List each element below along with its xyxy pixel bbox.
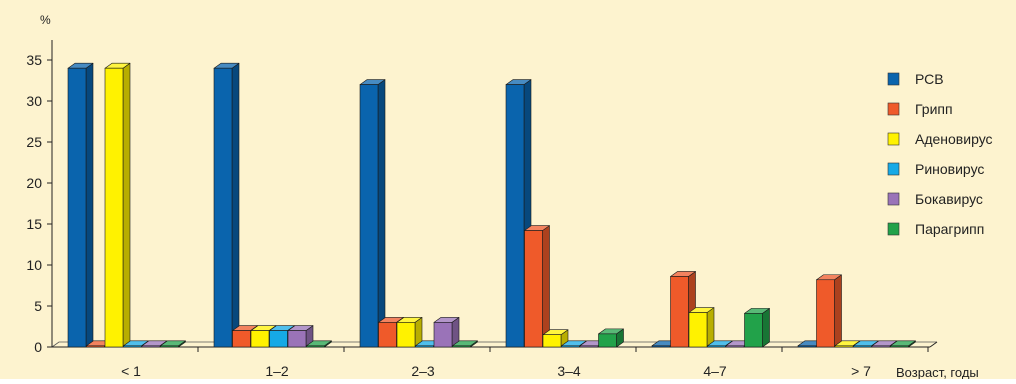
- bar: [524, 225, 550, 348]
- legend-label: Парагрипп: [915, 221, 984, 237]
- bar: [104, 62, 131, 348]
- y-tick-label: 25: [26, 134, 42, 150]
- y-tick-label: 5: [34, 298, 42, 314]
- legend-swatch: [887, 102, 900, 116]
- legend-label: Аденовирус: [915, 131, 993, 147]
- x-tick-label: 3–4: [557, 363, 581, 379]
- bar: [67, 62, 94, 348]
- bars: [67, 62, 916, 348]
- legend: РСВ Грипп Аденовирус Риновирус Бокавирус Пара…: [887, 71, 993, 237]
- x-axis-label: Возраст, годы: [896, 365, 979, 379]
- legend-item: Грипп: [887, 101, 953, 117]
- legend-item: Риновирус: [887, 161, 984, 177]
- x-tick-label: 1–2: [265, 363, 289, 379]
- bar: [598, 328, 624, 348]
- bar: [452, 340, 478, 348]
- y-tick-label: 10: [26, 257, 42, 273]
- x-axis-end: [929, 341, 938, 348]
- x-tick-label: 4–7: [703, 363, 727, 379]
- y-tick-label: 15: [26, 216, 42, 232]
- bar: [816, 274, 842, 348]
- bar: [744, 308, 770, 348]
- y-tick-label: 0: [34, 339, 42, 355]
- bar: [213, 62, 240, 348]
- legend-item: Аденовирус: [887, 131, 993, 147]
- bar: [396, 317, 423, 348]
- legend-item: Бокавирус: [887, 191, 983, 207]
- legend-swatch: [887, 162, 900, 176]
- bar: [688, 307, 715, 348]
- legend-swatch: [887, 132, 900, 146]
- y-tick-label: 30: [26, 93, 42, 109]
- y-tick-label: 35: [26, 52, 42, 68]
- legend-swatch: [887, 72, 900, 86]
- bar: [890, 340, 916, 348]
- bar: [433, 317, 460, 348]
- legend-item: Парагрипп: [887, 221, 984, 237]
- legend-label: Грипп: [915, 101, 953, 117]
- x-tick-label: > 7: [851, 363, 871, 379]
- bar: [306, 340, 332, 348]
- x-tick-label: 2–3: [411, 363, 435, 379]
- legend-swatch: [887, 192, 900, 206]
- y-tick-label: 20: [26, 175, 42, 191]
- x-tick-label: < 1: [121, 363, 141, 379]
- floor-back-edge: [51, 341, 937, 348]
- legend-label: Риновирус: [915, 161, 984, 177]
- bar: [359, 79, 386, 348]
- bar: [287, 325, 314, 348]
- y-axis-label: %: [40, 13, 51, 27]
- legend-swatch: [887, 222, 900, 236]
- legend-item: РСВ: [887, 71, 944, 87]
- legend-label: РСВ: [915, 71, 944, 87]
- axes: 0 5 10 15 20 25 30 35 < 1 1–2 2–3 3–4 4–7 > 7: [26, 40, 938, 379]
- bar: [160, 340, 186, 348]
- legend-label: Бокавирус: [915, 191, 983, 207]
